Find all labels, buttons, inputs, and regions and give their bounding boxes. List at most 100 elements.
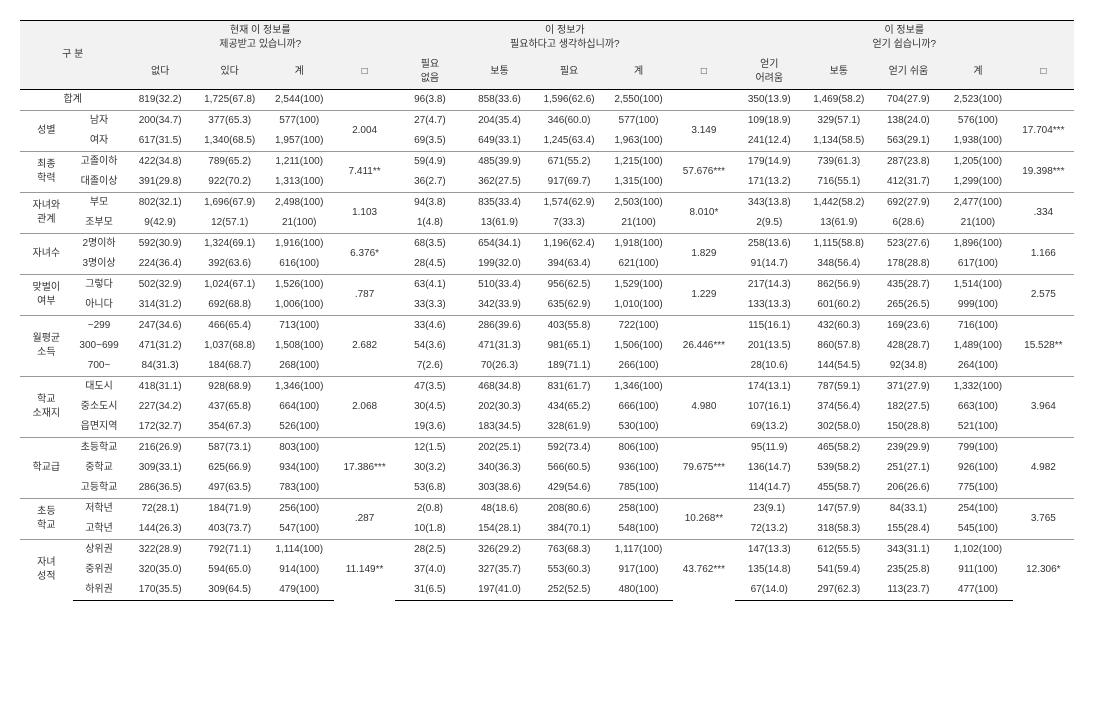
cell: 625(66.9) [195, 458, 265, 478]
cell: 394(63.4) [534, 254, 604, 275]
cell: 465(58.2) [804, 438, 874, 459]
cell: 254(100) [943, 499, 1013, 520]
cell: 530(100) [604, 417, 674, 438]
cell: 922(70.2) [195, 172, 265, 193]
cell: 13(61.9) [804, 213, 874, 234]
cell: 1,315(100) [604, 172, 674, 193]
col-g1-0: 없다 [125, 55, 195, 90]
cell: 147(13.3) [735, 540, 805, 561]
chi-cell [334, 90, 395, 111]
chi-cell: 43.762*** [673, 540, 734, 601]
cell: 286(39.6) [465, 316, 535, 337]
cell: 95(11.9) [735, 438, 805, 459]
cell: 63(4.1) [395, 275, 465, 296]
section-label: 월평균 소득 [20, 316, 73, 377]
cell: 251(27.1) [874, 458, 944, 478]
cell: 802(32.1) [125, 193, 195, 214]
table-row: 자녀와 관계부모802(32.1)1,696(67.9)2,498(100)1.… [20, 193, 1074, 214]
cell: 247(34.6) [125, 316, 195, 337]
cell: 704(27.9) [874, 90, 944, 111]
cell: 53(6.8) [395, 478, 465, 499]
cell: 391(29.8) [125, 172, 195, 193]
section-label: 학교급 [20, 438, 73, 499]
cell: 189(71.1) [534, 356, 604, 377]
cell: 928(68.9) [195, 377, 265, 398]
cell: 1,957(100) [264, 131, 334, 152]
cell: 917(69.7) [534, 172, 604, 193]
cell: 592(30.9) [125, 234, 195, 255]
cell: 1,469(58.2) [804, 90, 874, 111]
sub-label: 700~ [73, 356, 126, 377]
cell: 377(65.3) [195, 111, 265, 132]
col-g2-3: 계 [604, 55, 674, 90]
cell: 9(42.9) [125, 213, 195, 234]
sub-label: 초등학교 [73, 438, 126, 459]
table-row: 자녀수2명이하592(30.9)1,324(69.1)1,916(100)6.3… [20, 234, 1074, 255]
cell: 309(33.1) [125, 458, 195, 478]
cell: 999(100) [943, 295, 1013, 316]
cell: 471(31.2) [125, 336, 195, 356]
sub-label: 중학교 [73, 458, 126, 478]
cell: 33(3.3) [395, 295, 465, 316]
cell: 437(65.8) [195, 397, 265, 417]
col-g3-0: 얻기 어려움 [735, 55, 805, 90]
sub-label: 남자 [73, 111, 126, 132]
table-row: 합계819(32.2)1,725(67.8)2,544(100)96(3.8)8… [20, 90, 1074, 111]
chi-cell: 79.675*** [673, 438, 734, 499]
cell: 114(14.7) [735, 478, 805, 499]
cell: 340(36.3) [465, 458, 535, 478]
cell: 1,896(100) [943, 234, 1013, 255]
cell: 2,523(100) [943, 90, 1013, 111]
cell: 350(13.9) [735, 90, 805, 111]
col-g2-0: 필요 없음 [395, 55, 465, 90]
cell: 403(73.7) [195, 519, 265, 540]
table-row: 아니다314(31.2)692(68.8)1,006(100)33(3.3)34… [20, 295, 1074, 316]
cell: 592(73.4) [534, 438, 604, 459]
cell: 1,918(100) [604, 234, 674, 255]
cell: 69(13.2) [735, 417, 805, 438]
cell: 1,346(100) [264, 377, 334, 398]
chi-cell: 57.676*** [673, 152, 734, 193]
cell: 1,574(62.9) [534, 193, 604, 214]
cell: 934(100) [264, 458, 334, 478]
cell: 265(26.5) [874, 295, 944, 316]
cell: 835(33.4) [465, 193, 535, 214]
table-body: 합계819(32.2)1,725(67.8)2,544(100)96(3.8)8… [20, 90, 1074, 601]
cell: 576(100) [943, 111, 1013, 132]
cell: 27(4.7) [395, 111, 465, 132]
table-row: 300~699471(31.2)1,037(68.8)1,508(100)54(… [20, 336, 1074, 356]
chi-cell: 2.068 [334, 377, 395, 438]
cell: 12(57.1) [195, 213, 265, 234]
cell: 523(27.6) [874, 234, 944, 255]
col-g3-2: 얻기 쉬움 [874, 55, 944, 90]
table-row: 3명이상224(36.4)392(63.6)616(100)28(4.5)199… [20, 254, 1074, 275]
cell: 21(100) [604, 213, 674, 234]
header-rowhead: 구 분 [20, 21, 125, 90]
cell: 2(9.5) [735, 213, 805, 234]
cell: 1,205(100) [943, 152, 1013, 173]
cell: 617(100) [943, 254, 1013, 275]
cell: 7(33.3) [534, 213, 604, 234]
chi-cell: 1.103 [334, 193, 395, 234]
cell: 601(60.2) [804, 295, 874, 316]
cell: 435(28.7) [874, 275, 944, 296]
cell: 297(62.3) [804, 580, 874, 601]
cell: 1,596(62.6) [534, 90, 604, 111]
cell: 12(1.5) [395, 438, 465, 459]
cell: 716(55.1) [804, 172, 874, 193]
sub-label: 저학년 [73, 499, 126, 520]
sub-label: ~299 [73, 316, 126, 337]
cell: 287(23.8) [874, 152, 944, 173]
cell: 184(68.7) [195, 356, 265, 377]
cell: 477(100) [943, 580, 1013, 601]
section-label: 성별 [20, 111, 73, 152]
cell: 374(56.4) [804, 397, 874, 417]
cell: 860(57.8) [804, 336, 874, 356]
cell: 739(61.3) [804, 152, 874, 173]
cell: 182(27.5) [874, 397, 944, 417]
chi-cell: 3.765 [1013, 499, 1074, 540]
cell: 936(100) [604, 458, 674, 478]
cell: 1,006(100) [264, 295, 334, 316]
cell: 617(31.5) [125, 131, 195, 152]
cell: 178(28.8) [874, 254, 944, 275]
